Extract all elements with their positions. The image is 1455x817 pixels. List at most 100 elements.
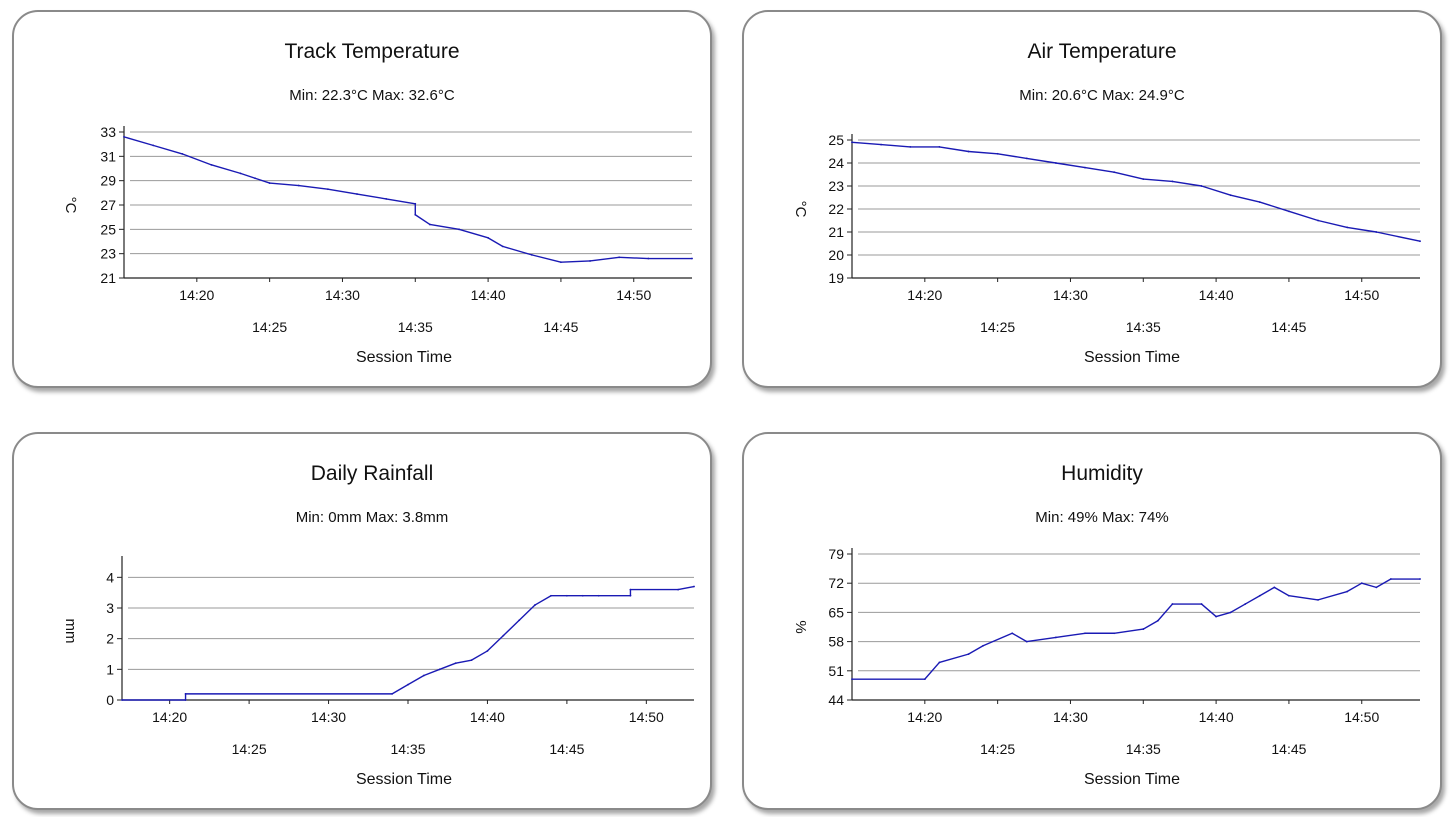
daily-rainfall-series-segment xyxy=(518,604,536,621)
humidity-series-segment xyxy=(982,632,1013,647)
humidity-series-segment xyxy=(1259,586,1276,597)
humidity-data-point xyxy=(1171,603,1174,605)
humidity-data-point xyxy=(1156,619,1159,622)
track-temperature-x-tick-label: 14:35 xyxy=(398,319,433,335)
humidity-x-axis-label: Session Time xyxy=(1084,771,1180,788)
track-temperature-y-tick-label: 31 xyxy=(100,148,116,164)
daily-rainfall-x-tick-label: 14:45 xyxy=(549,741,584,757)
daily-rainfall-data-point xyxy=(693,585,695,588)
humidity-chart: Humidity Min: 49% Max: 74% 79 72 65 58 51 44 14:… xyxy=(792,462,1421,788)
track-temperature-x-tick-label: 14:45 xyxy=(543,319,578,335)
daily-rainfall-y-tick-label: 0 xyxy=(106,692,114,708)
humidity-series-segment xyxy=(1215,611,1232,618)
humidity-series-segment xyxy=(1346,582,1363,593)
daily-rainfall-series-segment xyxy=(407,674,425,686)
humidity-data-point xyxy=(1419,578,1421,580)
track-temperature-series-segment xyxy=(560,260,591,263)
track-temperature-data-point xyxy=(385,198,388,200)
humidity-x-tick-label: 14:35 xyxy=(1126,741,1161,757)
humidity-series-segment xyxy=(1273,586,1290,597)
air-temperature-series-segment xyxy=(1084,166,1115,173)
humidity-series-segment xyxy=(1011,632,1028,643)
air-temperature-data-point xyxy=(1375,231,1378,233)
track-temperature-series-segment xyxy=(152,144,183,155)
daily-rainfall-data-point xyxy=(534,604,537,606)
daily-rainfall-data-point xyxy=(438,668,441,671)
humidity-series-segment xyxy=(1229,603,1246,614)
track-temperature-data-point xyxy=(560,261,562,264)
humidity-series-segment xyxy=(938,653,970,664)
track-temperature-data-point xyxy=(268,182,271,185)
daily-rainfall-y-axis-label: mm xyxy=(62,619,79,644)
track-temperature-series-segment xyxy=(487,237,504,248)
daily-rainfall-data-point xyxy=(550,594,552,597)
track-temperature-data-point xyxy=(647,257,650,260)
daily-rainfall-data-point xyxy=(486,650,489,652)
air-temperature-series-segment xyxy=(938,146,970,153)
track-temperature-series-segment xyxy=(254,177,271,184)
air-temperature-series-segment xyxy=(1375,231,1421,242)
track-temperature-x-tick-label: 14:40 xyxy=(471,287,506,303)
humidity-data-point xyxy=(1273,586,1276,589)
track-temperature-series-segment xyxy=(458,228,489,239)
air-temperature-series-segment xyxy=(1026,157,1057,164)
humidity-data-point xyxy=(982,644,984,647)
track-temperature-series-segment xyxy=(531,254,562,263)
air-temperature-data-point xyxy=(996,152,999,155)
humidity-x-tick-label: 14:20 xyxy=(907,709,942,725)
humidity-y-axis-label: % xyxy=(792,620,809,633)
humidity-data-point xyxy=(1084,632,1086,635)
daily-rainfall-y-tick-label: 2 xyxy=(106,631,114,647)
track-temperature-series-segment xyxy=(414,214,431,226)
track-temperature-data-point xyxy=(326,188,329,191)
track-temperature-data-point xyxy=(691,257,693,260)
track-temperature-data-point xyxy=(181,153,184,155)
air-temperature-data-point xyxy=(1113,171,1116,174)
air-temperature-series-segment xyxy=(996,153,1028,160)
track-temperature-x-tick-label: 14:30 xyxy=(325,287,360,303)
humidity-x-tick-label: 14:40 xyxy=(1199,709,1234,725)
daily-rainfall-x-tick-label: 14:30 xyxy=(311,709,346,725)
daily-rainfall-series-segment xyxy=(534,595,552,606)
daily-rainfall-data-point xyxy=(565,594,568,597)
daily-rainfall-data-point xyxy=(470,659,473,662)
air-temperature-y-tick-label: 19 xyxy=(828,270,844,286)
humidity-series-segment xyxy=(1200,603,1217,618)
humidity-data-point xyxy=(1113,632,1116,635)
humidity-series-segment xyxy=(1375,578,1392,589)
track-temperature-series-segment xyxy=(501,245,533,256)
air-temperature-x-tick-label: 14:40 xyxy=(1199,287,1234,303)
air-temperature-x-tick-label: 14:35 xyxy=(1126,319,1161,335)
humidity-title: Humidity xyxy=(1061,462,1143,485)
track-temperature-x-tick-label: 14:25 xyxy=(252,319,287,335)
air-temperature-data-point xyxy=(1142,178,1145,181)
humidity-data-point xyxy=(1200,603,1203,605)
humidity-data-point xyxy=(923,678,926,681)
track-temperature-y-tick-label: 21 xyxy=(100,270,116,286)
track-temperature-x-axis-label: Session Time xyxy=(356,349,452,366)
daily-rainfall-subtitle: Min: 0mm Max: 3.8mm xyxy=(296,509,449,526)
daily-rainfall-x-tick-label: 14:40 xyxy=(470,709,505,725)
daily-rainfall-data-point xyxy=(629,594,632,597)
track-temperature-series-segment xyxy=(356,193,387,200)
track-temperature-series-segment xyxy=(327,188,358,195)
track-temperature-subtitle: Min: 22.3°C Max: 32.6°C xyxy=(289,87,455,104)
daily-rainfall-series-segment xyxy=(423,668,441,677)
air-temperature-series-segment xyxy=(1259,201,1290,213)
air-temperature-x-tick-label: 14:20 xyxy=(907,287,942,303)
humidity-data-point xyxy=(967,653,970,656)
air-temperature-x-tick-label: 14:25 xyxy=(980,319,1015,335)
track-temperature-series-segment xyxy=(298,184,329,190)
track-temperature-chart-panel: Track Temperature Min: 22.3°C Max: 32.6°C… xyxy=(12,10,712,388)
track-temperature-y-tick-label: 29 xyxy=(100,173,116,189)
track-temperature-y-tick-label: 25 xyxy=(100,221,116,237)
track-temperature-series-segment xyxy=(181,153,213,166)
air-temperature-series-segment xyxy=(1113,171,1144,180)
track-temperature-data-point xyxy=(589,260,591,262)
track-temperature-data-point xyxy=(356,193,358,195)
humidity-series-segment xyxy=(1317,590,1348,601)
humidity-data-point xyxy=(1142,628,1145,630)
daily-rainfall-data-point xyxy=(184,692,187,695)
humidity-series-segment xyxy=(1288,595,1319,601)
humidity-x-tick-label: 14:45 xyxy=(1271,741,1306,757)
